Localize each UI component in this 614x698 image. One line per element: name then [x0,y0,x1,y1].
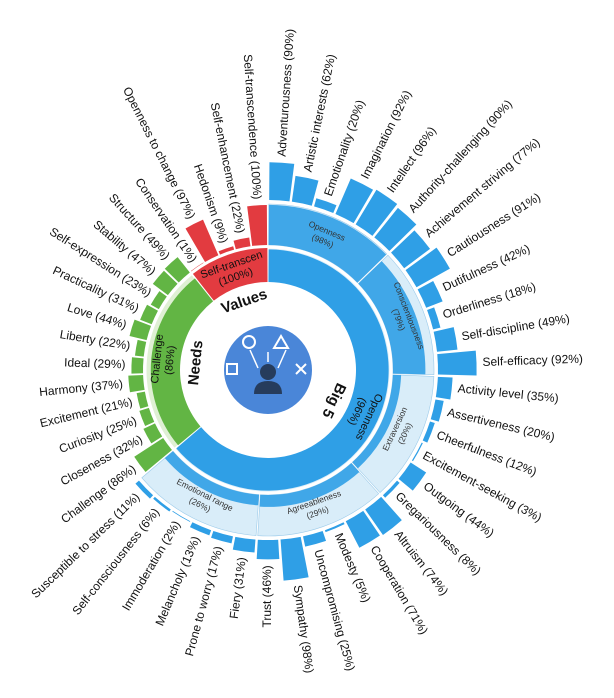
trait-background [141,450,260,536]
facet-bar [256,539,280,560]
facet-label: Harmony (37%) [39,377,124,399]
facet-bar [164,257,190,283]
facet-bar [143,423,163,444]
facet-bar [382,480,400,498]
ring1-label: Challenge(86%) [149,334,178,384]
facet-bar [152,270,178,296]
facet-bar [139,407,155,426]
icon-shape [242,335,256,349]
ring1-fill [176,249,389,491]
trait-fill [268,204,387,283]
icon-head [260,364,276,380]
trait-fill [358,261,426,375]
ring1-value: (86%) [163,345,178,375]
facet-label: Self-efficacy (92%) [482,352,583,369]
facet-bar [405,247,450,288]
facet-bar [211,530,233,544]
trait-fill [164,451,259,506]
center-icon [224,326,312,414]
facet-label: Liberty (22%) [59,327,132,353]
facet-bar [150,291,167,310]
facet-bar [233,237,251,250]
facet-bar [430,399,444,422]
facet-bar [232,536,256,553]
facet-bar [365,496,402,535]
facet-bar [134,339,147,357]
facet-bar [172,510,191,522]
facet-label: Self-transcendence (100%) [241,54,265,200]
group-label: Needs [185,339,206,386]
facet-bar [398,462,427,491]
facet-label: Sympathy (98%) [291,584,317,674]
facet-bar [136,391,149,409]
facet-label: Activity level (35%) [457,381,559,405]
facet-bar [391,230,431,269]
facet-label: Ideal (29%) [64,355,126,371]
facet-bar [411,442,423,462]
ring1-name: Challenge [149,334,166,384]
trait-fill [352,374,402,469]
facet-bar [190,262,204,272]
facet-label: Fiery (31%) [227,556,249,619]
facet-bar [303,530,327,547]
facet-bar [314,198,337,214]
icon-body [254,381,282,394]
facet-bar [422,421,435,443]
trait-label: Openness(98%) [307,219,347,250]
facet-bar [135,480,154,499]
facet-bar [435,376,453,400]
ring1-fill [192,248,268,301]
facet-bar [324,522,345,533]
ring1-fill [150,278,214,446]
facet-bar [185,219,219,263]
facet-bar [437,350,477,376]
facet-label: Emotionality (20%) [321,98,367,198]
facet-bar [427,307,441,330]
facet-bar [189,522,212,536]
facet-label: Self-discipline (49%) [461,311,571,343]
trait-fill [259,463,360,507]
facet-bar [131,357,144,374]
facet-label: Trust (46%) [260,565,274,627]
facet-label: Artistic interests (62%) [301,53,339,173]
facet-bar [355,189,398,236]
icon-link [249,349,287,369]
facet-bar [153,496,171,512]
facet-bar [433,327,458,352]
facet-bar [247,205,268,247]
facet-bar [417,280,443,308]
facet-bar [218,246,235,255]
facet-bar [134,437,172,473]
facet-bar [128,375,145,393]
facet-bar [291,175,319,206]
facet-bar [129,319,152,341]
facet-label: Adventurousness (90%) [274,28,297,157]
facet-bar [140,304,158,325]
facet-bar [345,510,380,548]
icon-shape [272,334,290,349]
facet-bar [280,536,309,581]
icon-shape [226,363,238,375]
facet-bar [335,178,374,224]
facet-bar [269,162,295,202]
icon-shape [295,363,307,375]
facet-bar [374,207,417,251]
